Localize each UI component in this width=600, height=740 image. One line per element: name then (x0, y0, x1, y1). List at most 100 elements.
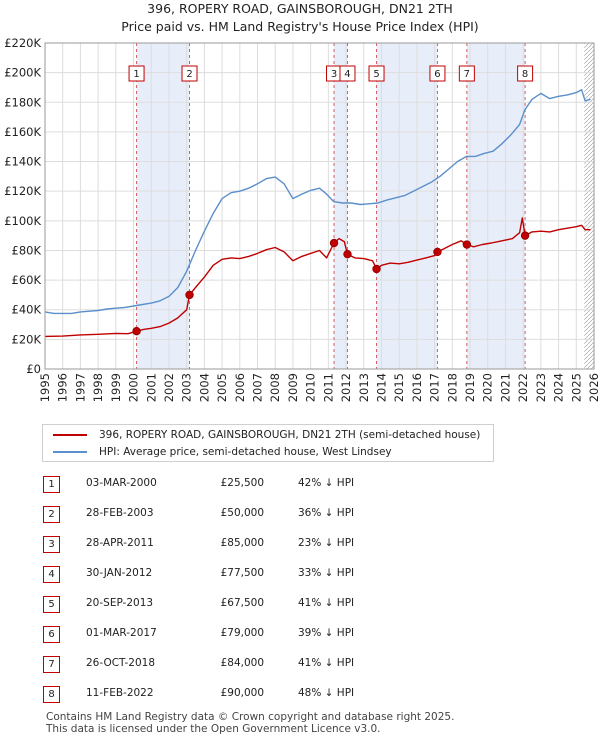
transaction-number: 5 (43, 596, 60, 613)
x-tick-label: 2005 (215, 373, 229, 402)
y-tick-label: £180K (4, 95, 41, 109)
x-tick-label: 2013 (357, 373, 371, 402)
transaction-number: 1 (43, 476, 60, 493)
y-tick-label: £60K (12, 273, 42, 287)
chart-legend: 396, ROPERY ROAD, GAINSBOROUGH, DN21 2TH… (42, 424, 494, 462)
y-tick-label: £160K (4, 125, 41, 139)
x-tick-label: 2023 (534, 373, 548, 402)
x-tick-label: 1996 (56, 373, 70, 402)
plot-frame (44, 42, 595, 370)
sale-point (185, 290, 194, 300)
x-tick-label: 2025 (569, 373, 583, 402)
x-tick-label: 2022 (516, 373, 530, 402)
transaction-number: 4 (43, 566, 60, 583)
x-tick-label: 2018 (445, 373, 459, 402)
y-tick-label: £200K (4, 66, 41, 80)
footer-line-1: Contains HM Land Registry data © Crown c… (46, 711, 455, 723)
transaction-date: 20-SEP-2013 (86, 597, 154, 609)
x-tick-label: 2009 (286, 373, 300, 402)
table-row: 1 03-MAR-2000 £25,500 42% ↓ HPI (0, 470, 600, 500)
x-tick-label: 2014 (374, 373, 388, 402)
marker-label: 4 (344, 69, 350, 80)
x-tick-label: 1998 (91, 373, 105, 402)
sale-point (520, 231, 530, 240)
x-tick-label: 2012 (339, 373, 353, 402)
x-tick-label: 2010 (304, 373, 318, 402)
marker-box (517, 65, 534, 82)
transaction-hpi-diff: 39% ↓ HPI (298, 627, 355, 639)
x-tick-label: 2019 (463, 373, 477, 402)
shaded-span (376, 43, 438, 369)
x-tick-label: 1999 (109, 373, 123, 402)
x-tick-label: 2021 (498, 373, 512, 402)
shaded-span (466, 43, 526, 369)
sale-point (329, 238, 339, 248)
table-row: 6 01-MAR-2017 £79,000 39% ↓ HPI (0, 620, 600, 650)
legend-item-hpi: HPI: Average price, semi-detached house,… (53, 444, 392, 460)
transaction-price: £25,500 (220, 477, 264, 489)
x-tick-label: 2004 (197, 373, 211, 402)
marker-box (368, 65, 385, 82)
table-row: 8 11-FEB-2022 £90,000 48% ↓ HPI (0, 680, 600, 710)
x-tick-label: 2002 (162, 373, 176, 402)
transaction-date: 03-MAR-2000 (86, 477, 157, 489)
y-tick-label: £20K (12, 332, 42, 346)
sale-point (343, 249, 352, 259)
table-row: 3 28-APR-2011 £85,000 23% ↓ HPI (0, 530, 600, 560)
transaction-price: £90,000 (220, 687, 264, 699)
x-tick-label: 2001 (144, 373, 158, 402)
x-tick-label: 2007 (251, 373, 265, 402)
marker-label: 7 (464, 69, 470, 80)
transaction-date: 30-JAN-2012 (86, 567, 153, 579)
x-tick-label: 2024 (552, 373, 566, 402)
marker-box (429, 65, 446, 82)
transaction-hpi-diff: 41% ↓ HPI (298, 657, 355, 669)
marker-label: 2 (186, 69, 192, 80)
marker-box (458, 65, 475, 82)
marker-label: 6 (434, 69, 440, 80)
transaction-number: 2 (43, 506, 60, 523)
x-tick-label: 2020 (481, 373, 495, 402)
marker-box (128, 65, 145, 82)
transaction-number: 3 (43, 536, 60, 553)
transaction-hpi-diff: 36% ↓ HPI (298, 507, 355, 519)
y-tick-label: £220K (4, 36, 41, 50)
transaction-date: 28-FEB-2003 (86, 507, 154, 519)
transaction-hpi-diff: 42% ↓ HPI (298, 477, 355, 489)
transaction-hpi-diff: 41% ↓ HPI (298, 597, 355, 609)
sale-point (132, 327, 141, 336)
y-tick-label: £140K (4, 155, 41, 169)
footer-credits: Contains HM Land Registry data © Crown c… (46, 711, 454, 735)
x-tick-label: 1995 (38, 373, 52, 402)
table-row: 5 20-SEP-2013 £67,500 41% ↓ HPI (0, 590, 600, 620)
marker-label: 1 (133, 69, 139, 80)
transaction-price: £84,000 (220, 657, 264, 669)
shaded-span (136, 43, 190, 369)
transaction-hpi-diff: 33% ↓ HPI (298, 567, 355, 579)
table-row: 2 28-FEB-2003 £50,000 36% ↓ HPI (0, 500, 600, 530)
footer-line-2: This data is licensed under the Open Gov… (46, 723, 381, 735)
marker-label: 5 (373, 69, 379, 80)
legend-swatch-property (53, 434, 87, 436)
transaction-date: 26-OCT-2018 (86, 657, 155, 669)
sale-point (433, 247, 442, 257)
transaction-price: £85,000 (220, 537, 264, 549)
forecast-hatch (584, 43, 594, 369)
transaction-number: 8 (43, 686, 60, 703)
table-row: 4 30-JAN-2012 £77,500 33% ↓ HPI (0, 560, 600, 590)
marker-label: 8 (522, 69, 528, 80)
legend-swatch-hpi (53, 451, 87, 453)
x-tick-label: 2000 (127, 373, 141, 402)
x-tick-label: 2006 (233, 373, 247, 402)
y-tick-label: £0 (26, 362, 41, 376)
x-tick-label: 2026 (587, 373, 600, 402)
sale-point (372, 264, 381, 274)
transaction-price: £79,000 (220, 627, 264, 639)
marker-label: 3 (331, 69, 337, 80)
hpi-series-line (44, 89, 591, 315)
legend-label-property: 396, ROPERY ROAD, GAINSBOROUGH, DN21 2TH… (99, 429, 481, 441)
x-tick-label: 2003 (180, 373, 194, 402)
x-tick-label: 2008 (268, 373, 282, 402)
transaction-hpi-diff: 48% ↓ HPI (298, 687, 355, 699)
x-tick-label: 2015 (392, 373, 406, 402)
